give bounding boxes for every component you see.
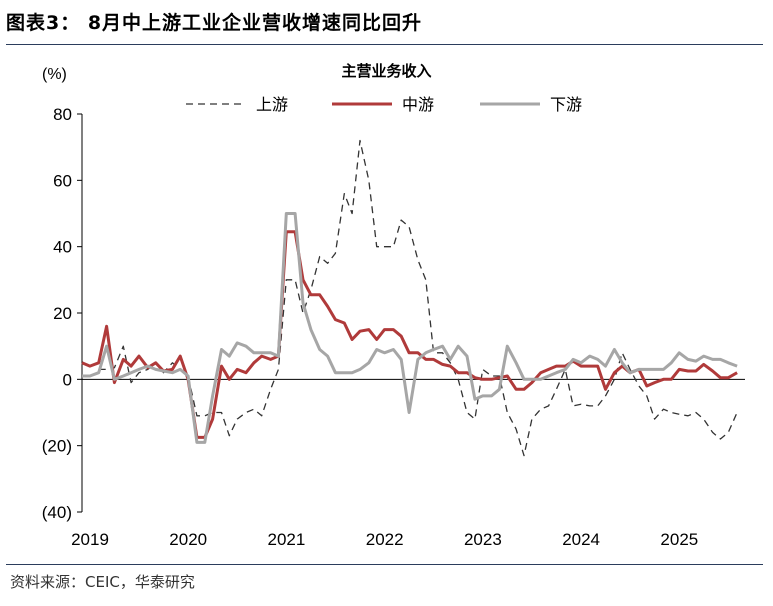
- x-tick-label: 2020: [169, 530, 207, 549]
- series-lines: [81, 139, 738, 457]
- series-line-上游: [98, 139, 738, 457]
- y-tick-label: 80: [53, 105, 72, 124]
- y-tick-label: 20: [53, 304, 72, 323]
- series-line-下游: [82, 212, 738, 444]
- source-note: 资料来源：CEIC，华泰研究: [10, 573, 195, 591]
- chart-title: 主营业务收入: [341, 62, 432, 80]
- title-rule: [6, 44, 763, 45]
- y-tick-label: 40: [53, 238, 72, 257]
- tick-labels: (40) (20) 0 20 40 60 80 2019 2020 2021 2022 2023 202…: [42, 105, 698, 549]
- legend-label: 中游: [402, 95, 434, 114]
- x-tick-label: 2023: [464, 530, 502, 549]
- x-tick-label: 2019: [71, 530, 109, 549]
- x-tick-label: 2025: [660, 530, 698, 549]
- axes: [77, 113, 745, 513]
- y-tick-label: 0: [63, 370, 72, 389]
- source-rule: [6, 564, 763, 565]
- y-tick-label: (40): [42, 503, 72, 522]
- legend-label: 下游: [550, 95, 582, 114]
- y-axis-unit-label: (%): [42, 66, 67, 83]
- x-tick-label: 2022: [366, 530, 404, 549]
- y-tick-label: (20): [42, 437, 72, 456]
- legend: 上游 中游 下游: [186, 95, 582, 114]
- y-tick-label: 60: [53, 171, 72, 190]
- figure-title: 图表3： 8月中上游工业企业营收增速同比回升: [6, 12, 423, 34]
- x-tick-label: 2024: [562, 530, 600, 549]
- x-tick-label: 2021: [268, 530, 306, 549]
- legend-label: 上游: [256, 95, 288, 114]
